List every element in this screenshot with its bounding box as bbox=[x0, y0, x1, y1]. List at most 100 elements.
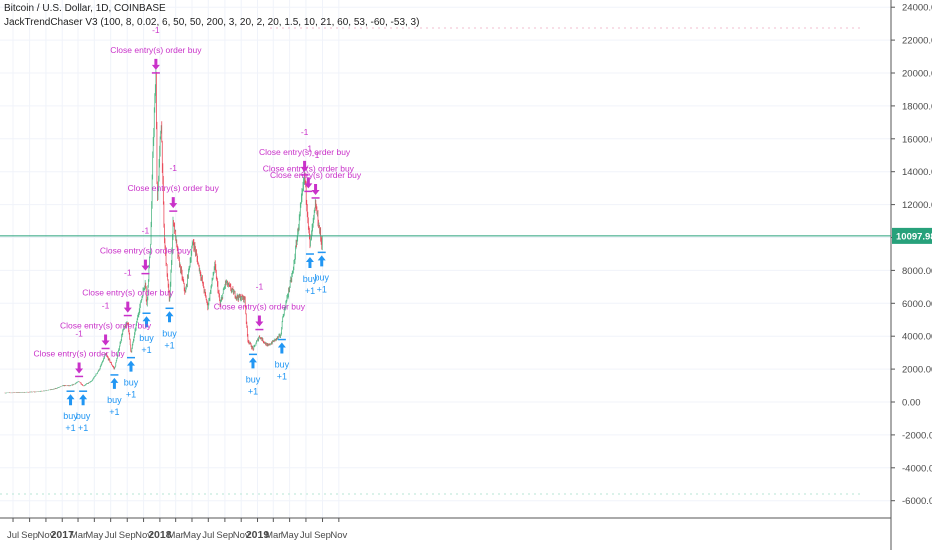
y-tick-label: -2000.00 bbox=[902, 430, 932, 441]
x-tick-label: 2019 bbox=[246, 529, 270, 541]
buy-signal-qty: +1 bbox=[317, 284, 327, 294]
buy-signal-arrow bbox=[79, 394, 88, 406]
close-signal-arrow bbox=[123, 301, 132, 313]
y-tick-label: 14000.00 bbox=[902, 167, 932, 178]
buy-signal-arrow bbox=[277, 342, 286, 354]
close-signal-label: Close entry(s) order buy bbox=[214, 302, 306, 312]
x-tick-label: Sep bbox=[119, 530, 136, 541]
x-tick-label: Jul bbox=[202, 530, 214, 541]
buy-signal-arrow bbox=[248, 357, 257, 369]
y-tick-label: 16000.00 bbox=[902, 134, 932, 145]
buy-signal-label: buy bbox=[314, 272, 329, 282]
indicator-title[interactable]: JackTrendChaser V3 (100, 8, 0.02, 6, 50,… bbox=[4, 17, 420, 28]
close-signal-arrow bbox=[75, 362, 84, 374]
buy-signal-label: buy bbox=[107, 395, 122, 405]
buy-signal-arrow bbox=[317, 255, 326, 267]
x-tick-label: May bbox=[281, 530, 299, 541]
buy-signal-label: buy bbox=[76, 411, 91, 421]
buy-signal-label: buy bbox=[139, 333, 154, 343]
x-tick-label: May bbox=[85, 530, 103, 541]
buy-signal-label: buy bbox=[303, 274, 318, 284]
close-signal-label: Close entry(s) order buy bbox=[100, 246, 192, 256]
y-tick-label: 24000.00 bbox=[902, 3, 932, 14]
buy-signal-qty: +1 bbox=[65, 423, 75, 433]
buy-signal-qty: +1 bbox=[78, 423, 88, 433]
buy-signal-qty: +1 bbox=[109, 407, 119, 417]
buy-signal-arrow bbox=[305, 257, 314, 269]
buy-signal-qty: +1 bbox=[141, 345, 151, 355]
x-tick-label: Mar bbox=[70, 530, 86, 541]
close-signal-arrow bbox=[311, 183, 320, 195]
x-tick-label: Nov bbox=[37, 530, 54, 541]
buy-signal-label: buy bbox=[275, 360, 290, 370]
y-tick-label: 12000.00 bbox=[902, 200, 932, 211]
buy-signal-label: buy bbox=[124, 378, 139, 388]
close-signal-label: Close entry(s) order buy bbox=[34, 348, 126, 358]
x-tick-label: 2017 bbox=[51, 529, 75, 541]
buy-signal-arrow bbox=[126, 360, 135, 372]
close-signal-arrow bbox=[255, 315, 264, 327]
close-signal-arrow bbox=[300, 160, 309, 172]
y-tick-label: 8000.00 bbox=[902, 266, 932, 277]
buy-signal-arrow bbox=[66, 394, 75, 406]
x-tick-label: Jul bbox=[7, 530, 19, 541]
close-signal-qty: -1 bbox=[169, 163, 177, 173]
x-tick-label: Mar bbox=[167, 530, 183, 541]
buy-signal-qty: +1 bbox=[126, 390, 136, 400]
y-tick-label: 0.00 bbox=[902, 398, 921, 409]
buy-signal-label: buy bbox=[246, 374, 261, 384]
close-signal-qty: -1 bbox=[312, 150, 320, 160]
close-signal-label: Close entry(s) order buy bbox=[263, 163, 355, 173]
y-tick-label: 22000.00 bbox=[902, 36, 932, 47]
close-signal-label: Close entry(s) order buy bbox=[259, 147, 351, 157]
close-signal-qty: -1 bbox=[305, 143, 313, 153]
close-signal-qty: -1 bbox=[256, 282, 264, 292]
x-tick-label: Jul bbox=[105, 530, 117, 541]
close-signal-label: Close entry(s) order buy bbox=[270, 170, 362, 180]
buy-signal-label: buy bbox=[63, 411, 78, 421]
chart-legend: Bitcoin / U.S. Dollar, 1D, COINBASE Jack… bbox=[4, 2, 419, 30]
x-tick-label: 2018 bbox=[148, 529, 172, 541]
last-price-tag bbox=[892, 227, 932, 244]
y-tick-label: 6000.00 bbox=[902, 299, 932, 310]
buy-signal-arrow bbox=[142, 316, 151, 328]
buy-signal-qty: +1 bbox=[164, 340, 174, 350]
buy-signal-qty: +1 bbox=[248, 386, 258, 396]
buy-signal-qty: +1 bbox=[277, 372, 287, 382]
symbol-title[interactable]: Bitcoin / U.S. Dollar, 1D, COINBASE bbox=[4, 3, 166, 14]
x-tick-label: Nov bbox=[233, 530, 250, 541]
buy-signal-qty: +1 bbox=[305, 286, 315, 296]
close-signal-qty: -1 bbox=[142, 226, 150, 236]
y-tick-label: 18000.00 bbox=[902, 101, 932, 112]
last-price-label: 10097.98 bbox=[896, 231, 932, 242]
x-tick-label: Nov bbox=[135, 530, 152, 541]
x-tick-label: Nov bbox=[330, 530, 347, 541]
x-tick-label: May bbox=[183, 530, 201, 541]
y-tick-label: 2000.00 bbox=[902, 365, 932, 376]
x-tick-label: Sep bbox=[216, 530, 233, 541]
close-signal-label: Close entry(s) order buy bbox=[128, 183, 220, 193]
close-signal-qty: -1 bbox=[124, 268, 132, 278]
close-signal-qty: -1 bbox=[102, 300, 110, 310]
close-signal-arrow bbox=[304, 177, 313, 189]
close-signal-label: Close entry(s) order buy bbox=[110, 45, 202, 55]
y-tick-label: 4000.00 bbox=[902, 332, 932, 343]
y-tick-label: 20000.00 bbox=[902, 69, 932, 80]
buy-signal-label: buy bbox=[162, 328, 177, 338]
buy-signal-arrow bbox=[110, 377, 119, 389]
y-tick-label: -4000.00 bbox=[902, 463, 932, 474]
close-signal-qty: -1 bbox=[301, 127, 309, 137]
buy-signal-arrow bbox=[165, 311, 174, 323]
close-signal-qty: -1 bbox=[152, 25, 160, 35]
x-tick-label: Sep bbox=[21, 530, 38, 541]
close-signal-arrow bbox=[101, 334, 110, 346]
close-signal-arrow bbox=[169, 197, 178, 209]
close-signal-qty: -1 bbox=[75, 328, 83, 338]
x-tick-label: Mar bbox=[265, 530, 281, 541]
y-tick-label: -6000.00 bbox=[902, 496, 932, 507]
x-tick-label: Sep bbox=[314, 530, 331, 541]
x-tick-label: Jul bbox=[300, 530, 312, 541]
close-signal-arrow bbox=[141, 259, 150, 271]
